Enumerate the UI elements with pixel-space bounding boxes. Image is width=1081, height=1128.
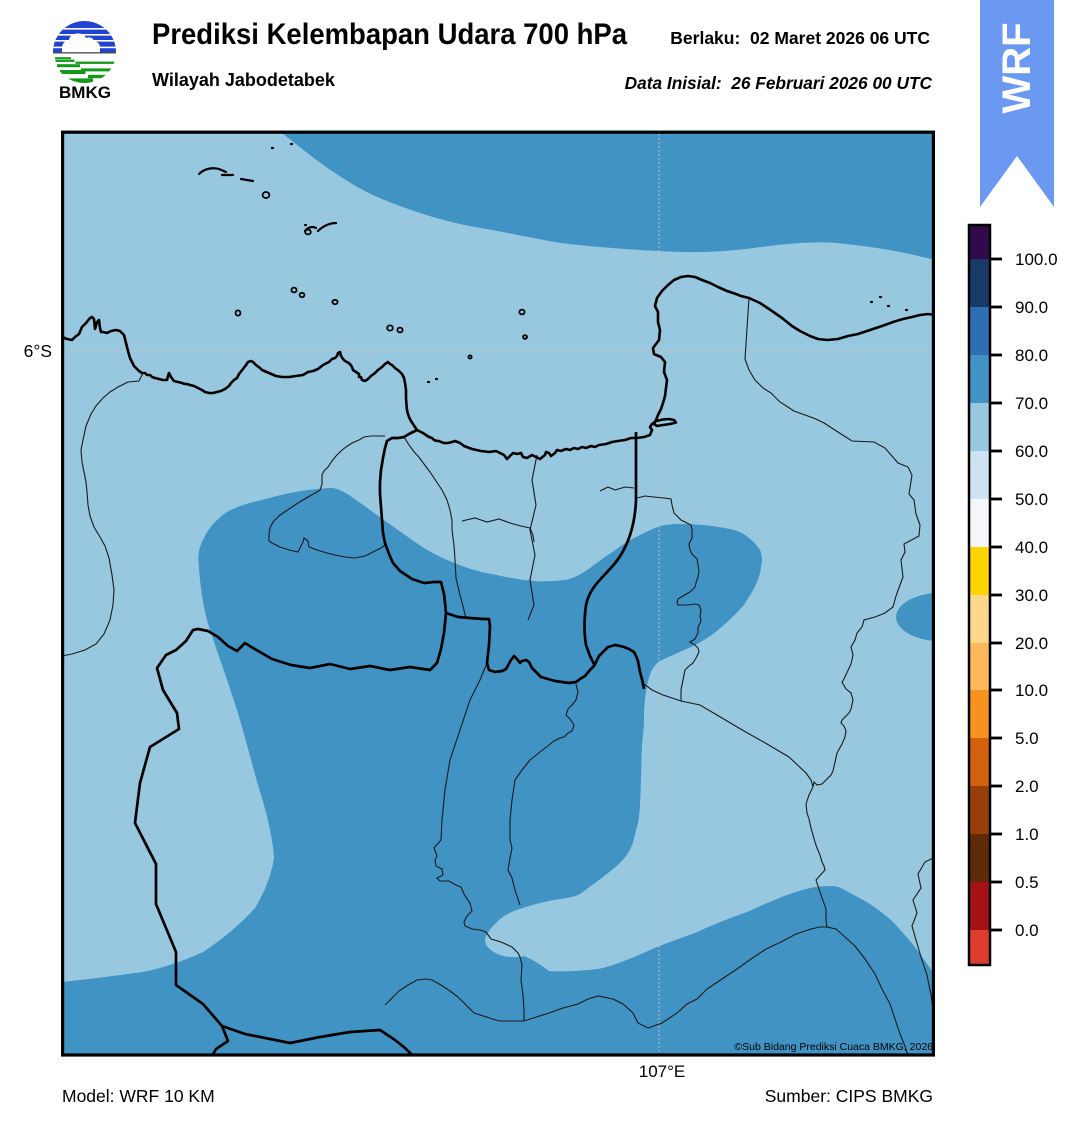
svg-text:WRF: WRF (995, 22, 1039, 113)
svg-text:©Sub Bidang Prediksi Cuaca BMK: ©Sub Bidang Prediksi Cuaca BMKG, 2026 (734, 1041, 933, 1053)
svg-text:2.0: 2.0 (1015, 777, 1039, 796)
svg-text:0.5: 0.5 (1015, 873, 1039, 892)
svg-text:90.0: 90.0 (1015, 298, 1048, 317)
svg-text:1.0: 1.0 (1015, 825, 1039, 844)
svg-text:60.0: 60.0 (1015, 442, 1048, 461)
svg-text:20.0: 20.0 (1015, 634, 1048, 653)
svg-text:50.0: 50.0 (1015, 490, 1048, 509)
svg-text:70.0: 70.0 (1015, 394, 1048, 413)
svg-text:5.0: 5.0 (1015, 729, 1039, 748)
svg-text:100.0: 100.0 (1015, 250, 1058, 269)
svg-text:30.0: 30.0 (1015, 586, 1048, 605)
svg-text:40.0: 40.0 (1015, 538, 1048, 557)
svg-text:0.0: 0.0 (1015, 921, 1039, 940)
svg-text:80.0: 80.0 (1015, 346, 1048, 365)
svg-text:10.0: 10.0 (1015, 681, 1048, 700)
